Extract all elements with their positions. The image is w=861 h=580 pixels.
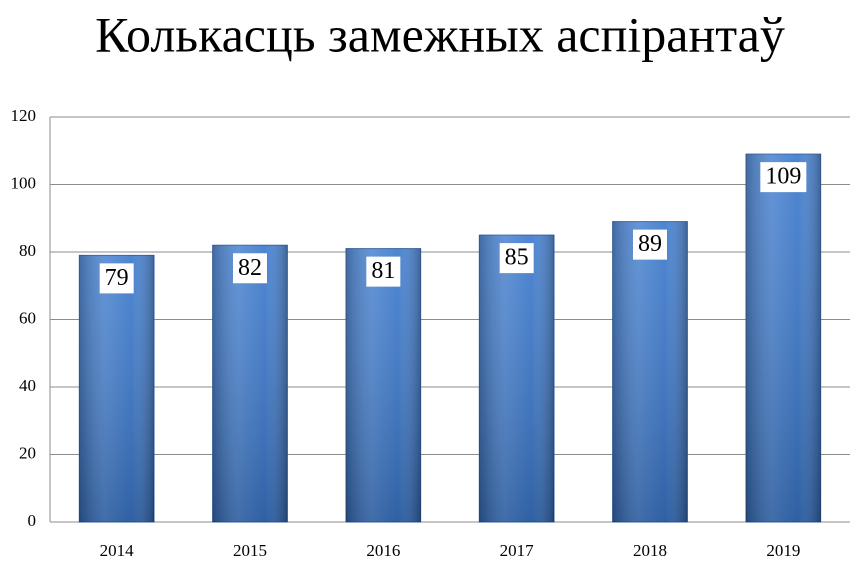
- bar-shade: [746, 154, 821, 522]
- value-label-box: [499, 243, 534, 274]
- value-label: 85: [505, 245, 529, 271]
- chart-title: Колькасць замежных аспірантаў: [95, 6, 785, 62]
- value-label: 89: [638, 231, 662, 257]
- x-tick-label: 2019: [766, 541, 800, 560]
- value-label: 79: [105, 265, 129, 291]
- bar-shade: [79, 255, 154, 522]
- bar-shade: [212, 245, 288, 522]
- x-tick-label: 2014: [100, 541, 135, 560]
- y-tick-label: 0: [28, 511, 37, 530]
- value-label: 82: [238, 255, 262, 281]
- y-tick-label: 120: [11, 106, 37, 125]
- bar-shade: [479, 235, 554, 522]
- value-label-box: [233, 253, 267, 284]
- x-tick-label: 2016: [366, 541, 400, 560]
- y-tick-label: 80: [19, 241, 36, 260]
- bar-shade: [346, 248, 421, 522]
- value-label-box: [760, 162, 807, 193]
- y-tick-label: 40: [19, 376, 36, 395]
- bar-shade: [612, 221, 688, 522]
- y-tick-label: 60: [19, 308, 36, 327]
- y-tick-label: 100: [11, 173, 37, 192]
- value-label-box: [366, 256, 401, 287]
- value-label-box: [633, 229, 667, 260]
- x-tick-label: 2017: [500, 541, 535, 560]
- x-tick-label: 2018: [633, 541, 667, 560]
- x-tick-label: 2015: [233, 541, 267, 560]
- value-label: 81: [371, 258, 395, 284]
- value-label-box: [99, 263, 134, 294]
- y-tick-label: 20: [19, 443, 36, 462]
- value-label: 109: [765, 164, 801, 190]
